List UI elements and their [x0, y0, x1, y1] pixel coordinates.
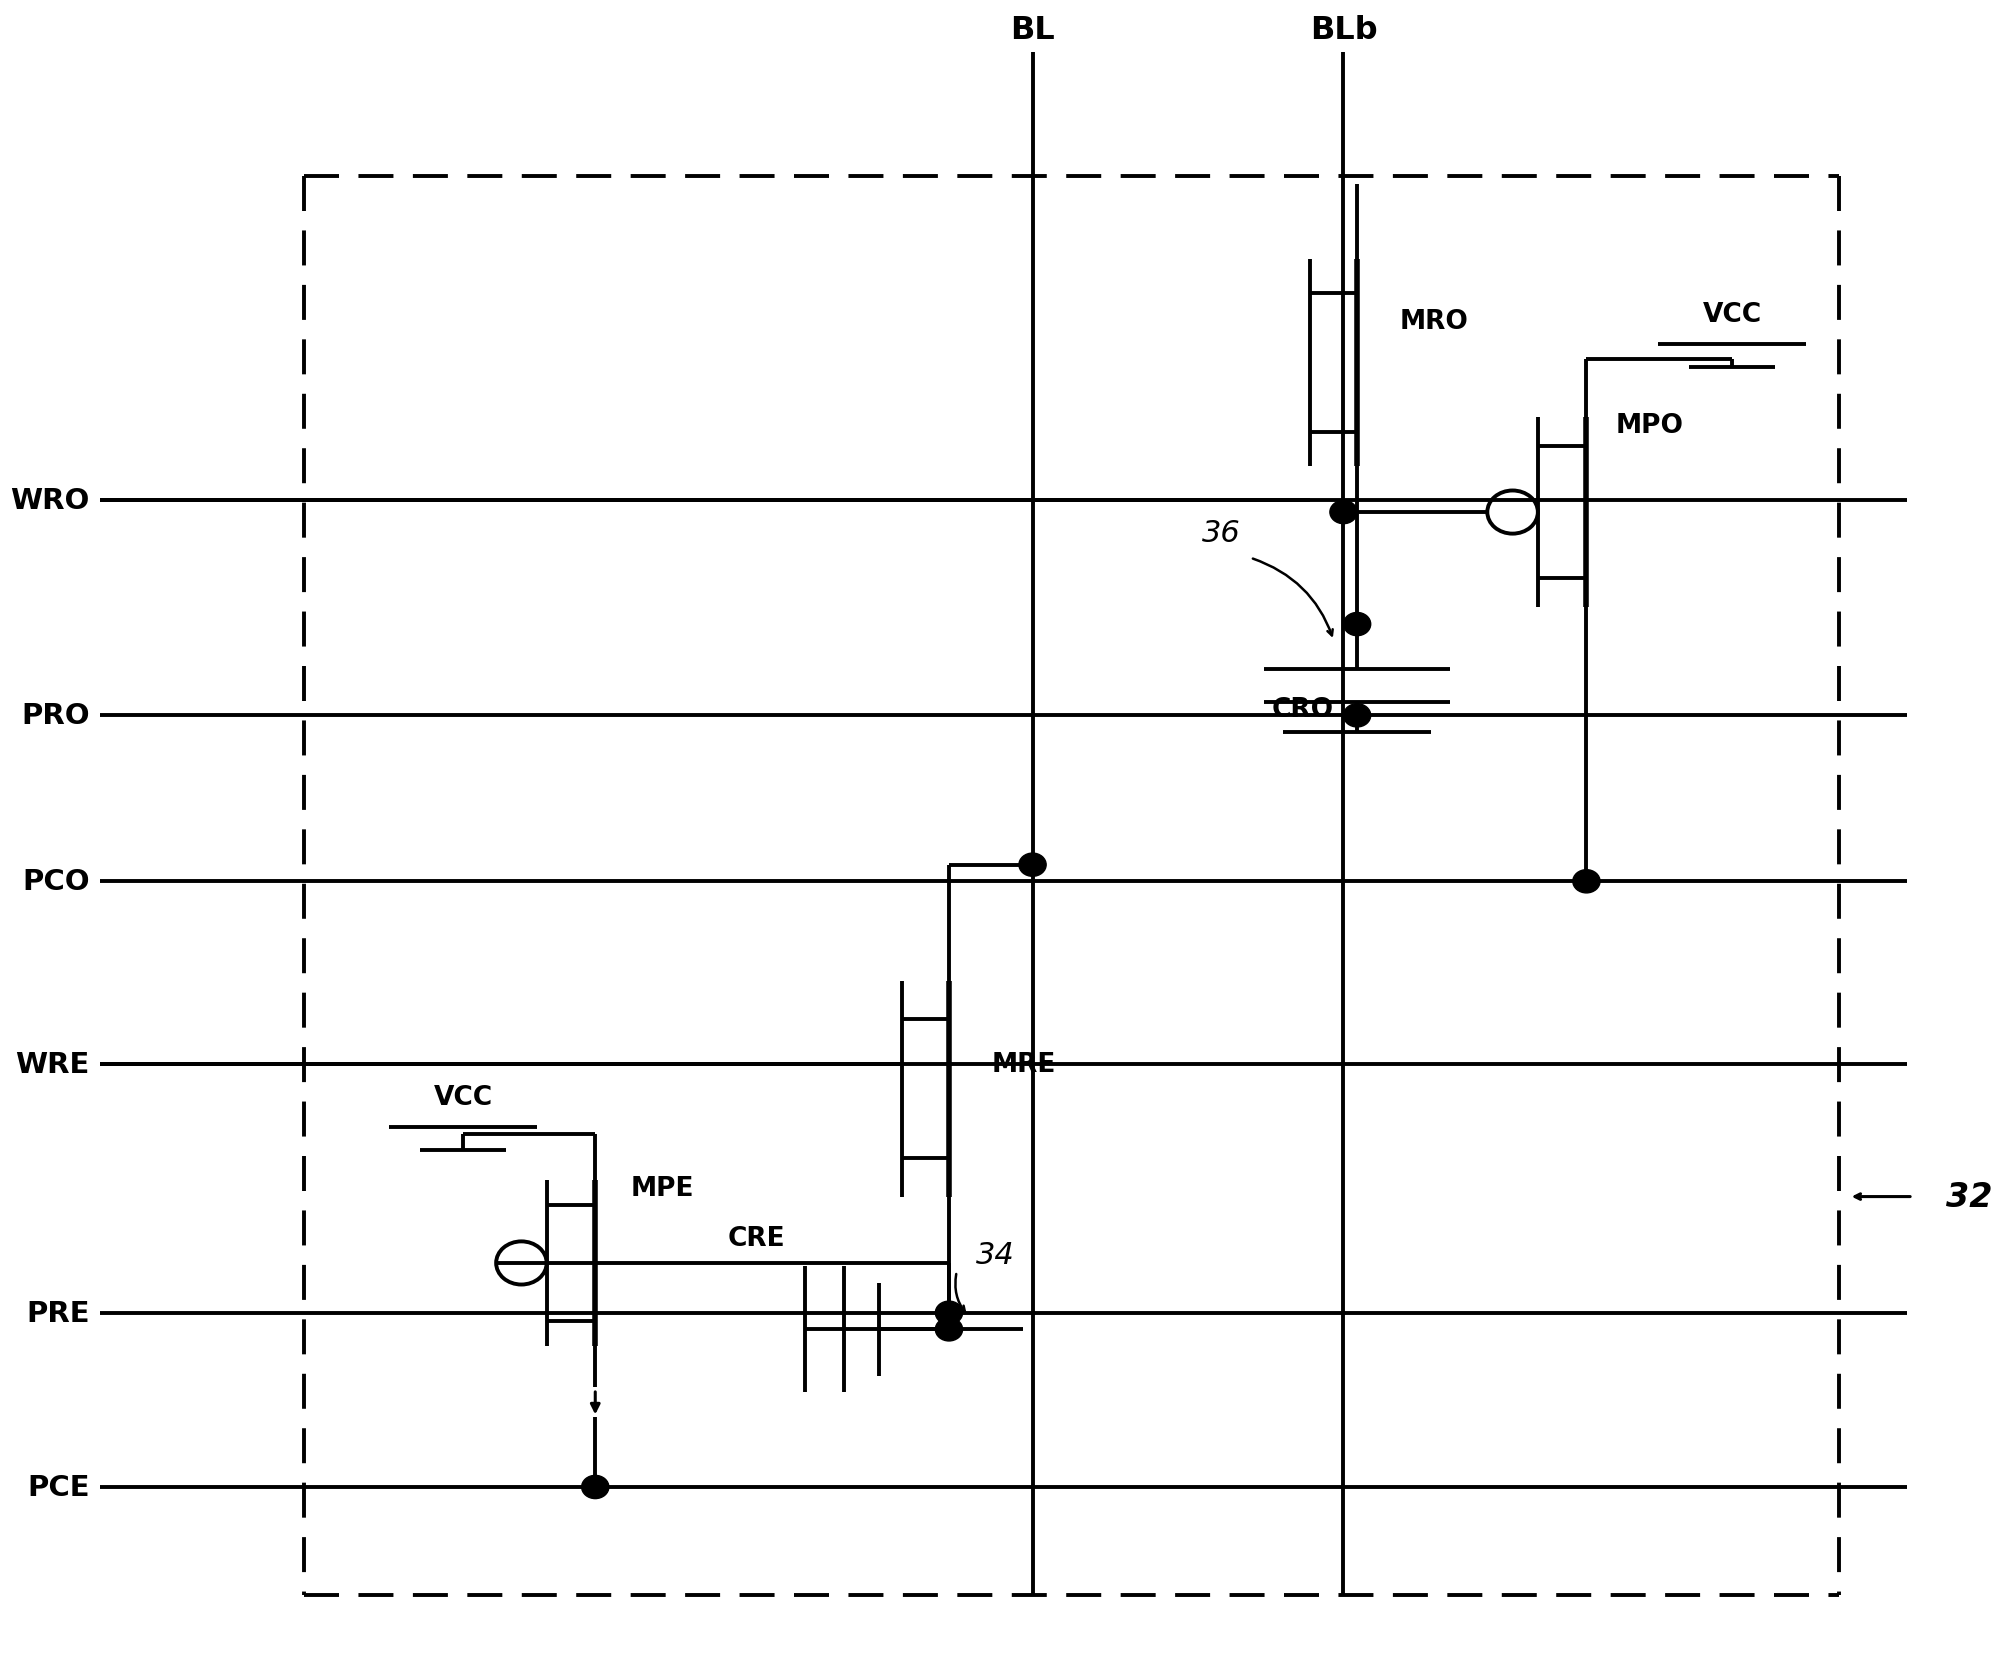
Text: 34: 34 [976, 1240, 1015, 1270]
Text: WRE: WRE [16, 1050, 90, 1078]
Circle shape [581, 1476, 610, 1499]
Circle shape [1572, 870, 1600, 894]
Text: PRO: PRO [22, 702, 90, 730]
Text: BLb: BLb [1309, 15, 1377, 47]
Circle shape [1343, 612, 1371, 636]
Circle shape [1019, 854, 1047, 877]
Text: MRO: MRO [1399, 310, 1470, 334]
Text: PRE: PRE [26, 1300, 90, 1326]
Circle shape [936, 1318, 962, 1341]
Text: WRO: WRO [10, 486, 90, 514]
Circle shape [936, 1301, 962, 1325]
Text: 32: 32 [1947, 1180, 1993, 1213]
Text: MRE: MRE [992, 1052, 1057, 1077]
Text: VCC: VCC [433, 1085, 493, 1110]
Text: MPO: MPO [1616, 413, 1684, 439]
Text: PCO: PCO [22, 867, 90, 895]
Text: CRO: CRO [1271, 696, 1333, 722]
Circle shape [1329, 501, 1357, 524]
Text: 36: 36 [1201, 519, 1241, 547]
Text: BL: BL [1011, 15, 1055, 47]
Text: MPE: MPE [630, 1175, 694, 1201]
Text: PCE: PCE [28, 1473, 90, 1501]
Text: VCC: VCC [1702, 301, 1762, 328]
Circle shape [1343, 704, 1371, 727]
Text: CRE: CRE [728, 1225, 786, 1251]
